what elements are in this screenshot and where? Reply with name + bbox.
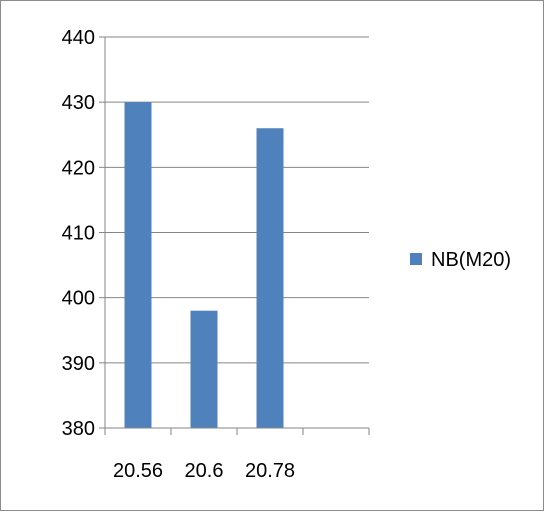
bar-20.56: [124, 102, 152, 429]
bars: [124, 102, 284, 429]
x-tick-label: 20.6: [185, 460, 224, 482]
y-tick-label: 400: [62, 288, 95, 310]
legend-label: NB(M20): [431, 249, 511, 271]
legend: NB(M20): [410, 249, 511, 271]
bar-20.78: [256, 128, 284, 428]
x-tick-label: 20.56: [113, 460, 163, 482]
y-tick-label: 390: [62, 353, 95, 375]
y-tick-label: 410: [62, 223, 95, 245]
legend-swatch: [410, 253, 422, 265]
axes: [99, 36, 370, 435]
bar-20.6: [190, 310, 218, 428]
y-tick-label: 380: [62, 418, 95, 440]
y-tick-label: 440: [62, 27, 95, 49]
y-tick-label: 420: [62, 157, 95, 179]
x-tick-label: 20.78: [245, 460, 295, 482]
y-tick-label: 430: [62, 92, 95, 114]
tick-labels: 380 390 400 410 420 430 440 20.56 20.6 20.78: [62, 27, 295, 482]
